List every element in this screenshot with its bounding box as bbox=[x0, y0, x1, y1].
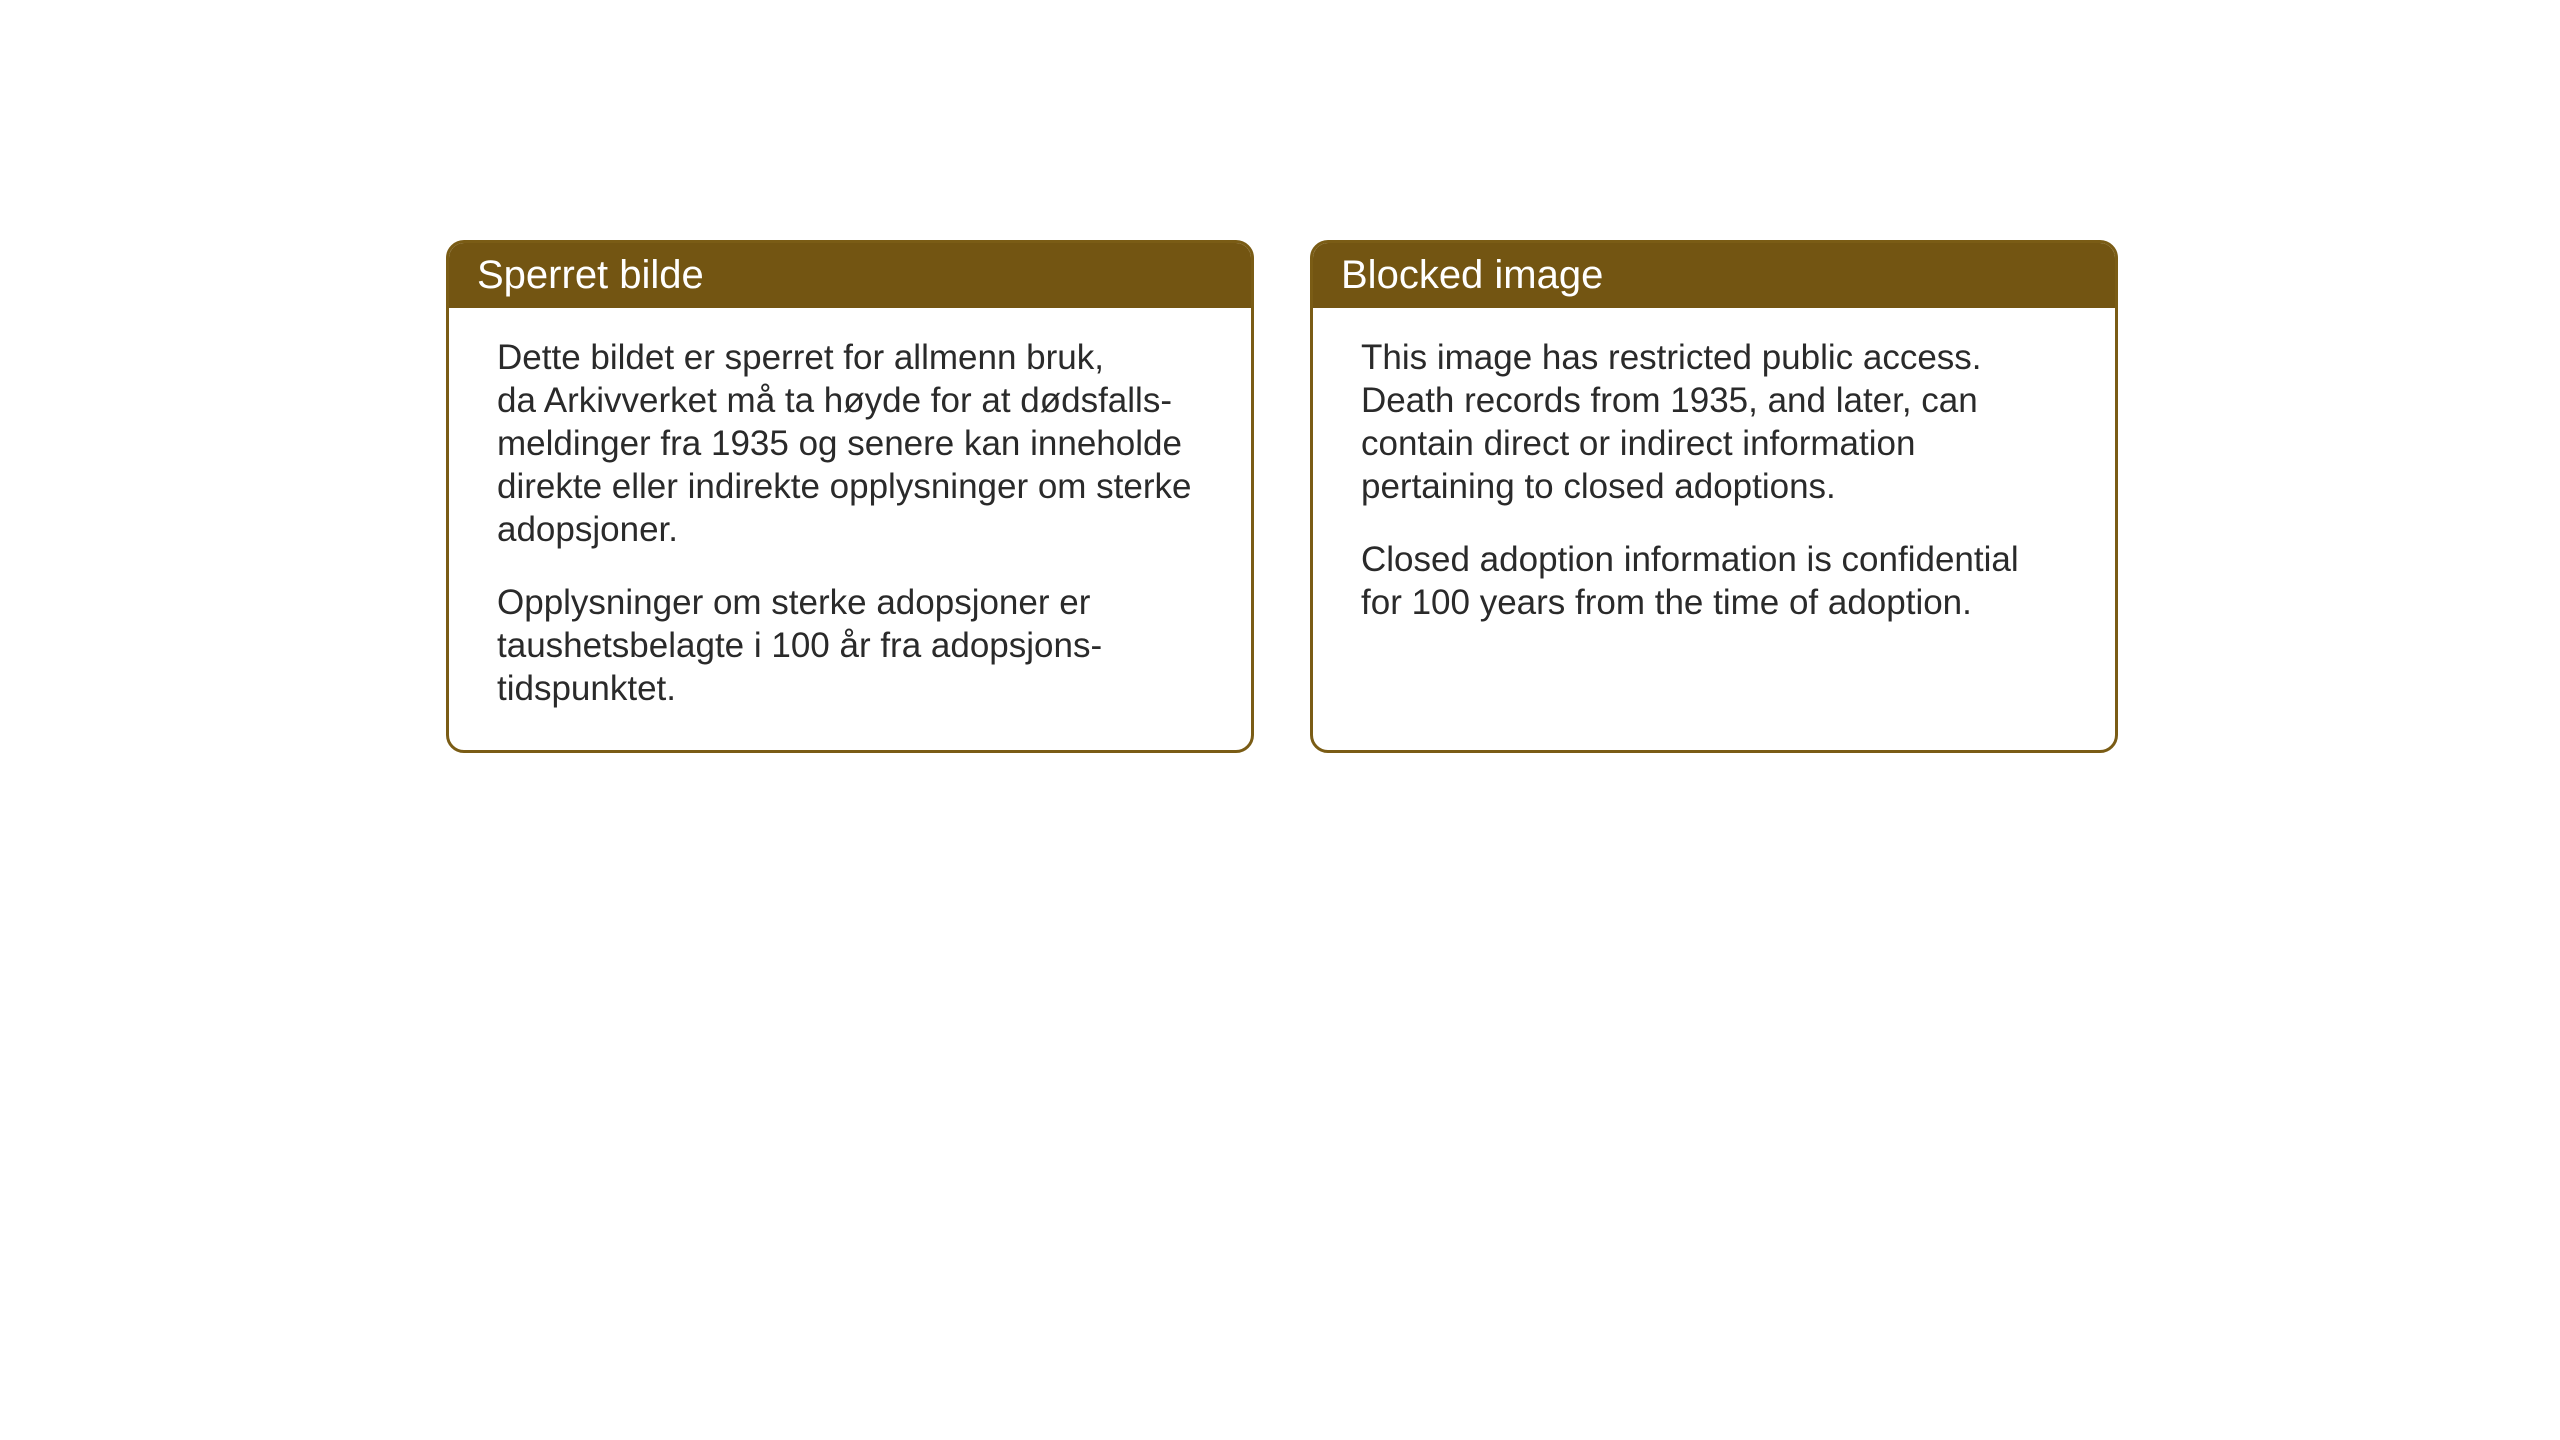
card-body-norwegian: Dette bildet er sperret for allmenn bruk… bbox=[449, 308, 1251, 750]
card-paragraph-2-norwegian: Opplysninger om sterke adopsjoner er tau… bbox=[497, 581, 1203, 710]
card-paragraph-1-english: This image has restricted public access.… bbox=[1361, 336, 2067, 508]
card-norwegian: Sperret bilde Dette bildet er sperret fo… bbox=[446, 240, 1254, 753]
card-paragraph-2-english: Closed adoption information is confident… bbox=[1361, 538, 2067, 624]
card-header-english: Blocked image bbox=[1313, 243, 2115, 308]
cards-container: Sperret bilde Dette bildet er sperret fo… bbox=[446, 240, 2118, 753]
card-english: Blocked image This image has restricted … bbox=[1310, 240, 2118, 753]
card-title-norwegian: Sperret bilde bbox=[477, 253, 704, 297]
card-header-norwegian: Sperret bilde bbox=[449, 243, 1251, 308]
card-body-english: This image has restricted public access.… bbox=[1313, 308, 2115, 718]
card-paragraph-1-norwegian: Dette bildet er sperret for allmenn bruk… bbox=[497, 336, 1203, 551]
card-title-english: Blocked image bbox=[1341, 253, 1603, 297]
